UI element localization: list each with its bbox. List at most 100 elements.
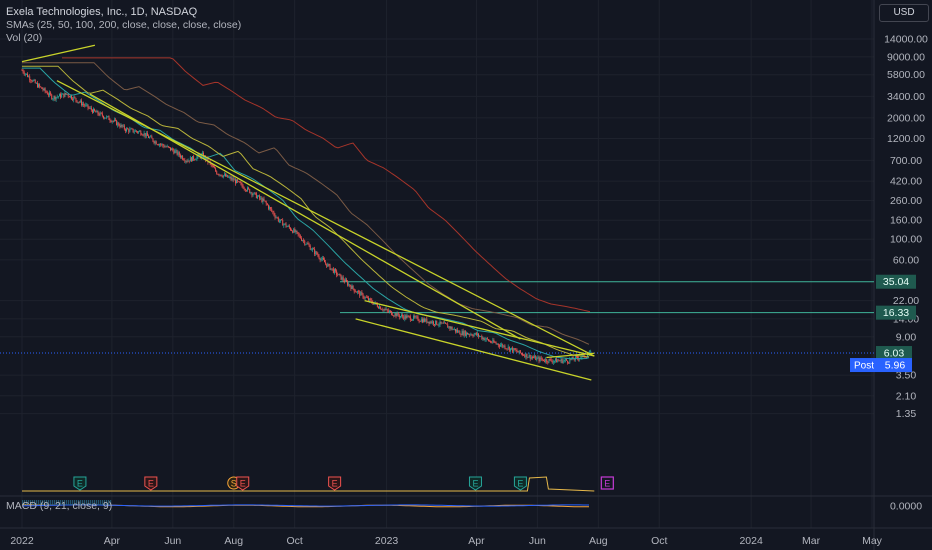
candle-body [392,314,394,316]
candle-body [155,141,157,145]
candle-body [440,321,442,324]
candle-body [185,160,187,162]
sma-legend[interactable]: SMAs (25, 50, 100, 200, close, close, cl… [6,19,242,31]
candle-body [280,219,281,221]
candle-body [50,92,52,95]
macd-histogram-bar [58,500,60,505]
candle-body [341,277,343,280]
time-axis[interactable]: 2022 Apr Jun Aug Oct 2023 Apr Jun Aug Oct 2024 Mar M… [10,535,882,547]
candle-body [299,235,301,239]
candle-body [463,331,465,336]
currency-button[interactable]: USD [879,4,929,22]
candle-body [130,128,132,130]
macd-pane [21,500,589,508]
candle-body [568,362,570,364]
candle-body [38,84,39,88]
candle-body [101,113,103,116]
macd-histogram-bar [50,500,52,505]
candle-body [326,263,328,267]
candle-body [480,336,482,337]
candle-body [396,312,398,317]
candle-body [346,279,347,282]
candle-body [424,318,426,322]
candle-body [246,190,247,192]
candle-body [298,234,300,236]
event-marker-earnings-negative[interactable]: E [328,476,342,491]
candle-body [79,100,81,103]
candle-body [78,101,80,103]
candle-body [385,309,387,310]
candle-body [499,345,500,347]
time-tick-label: Apr [104,535,121,547]
candle-body [60,94,61,98]
candle-body [77,101,79,103]
candle-body [541,359,543,361]
symbol-title[interactable]: Exela Technologies, Inc., 1D, NASDAQ [6,6,198,18]
candle-body [65,92,67,95]
candle-body [33,79,35,81]
candle-body [119,125,121,128]
event-marker-upcoming[interactable]: E [600,476,614,490]
candle-body [89,107,91,109]
macd-histogram-bar [106,500,108,505]
candle-body [428,321,430,324]
candle-body [557,360,559,363]
candle-body [425,318,427,322]
candle-body [504,345,506,349]
candle-body [230,177,232,180]
price-tick-label: 700.00 [890,155,922,167]
event-marker-earnings-negative[interactable]: E [144,476,158,491]
candle-body [503,345,505,347]
volume-legend[interactable]: Vol (20) [6,32,43,44]
candle-body [265,201,267,204]
macd-histogram-bar [44,500,46,505]
event-badge [468,476,482,491]
candle-body [128,129,130,132]
candle-body [71,95,72,99]
candle-body [530,357,532,359]
candle-body [369,298,371,301]
candle-body [116,120,118,126]
candle-body [561,359,563,363]
candle-body [352,285,354,289]
candle-body [380,306,382,310]
candle-body [87,104,89,108]
candle-body [103,115,104,119]
candle-body [248,187,250,190]
candle-body [43,88,45,91]
candle-body [183,159,185,161]
candle-body [436,320,438,325]
price-tick-label: 5800.00 [887,69,925,81]
macd-legend[interactable]: MACD (9, 21, close, 9) [6,500,113,512]
candle-body [389,311,390,312]
candle-body [108,116,110,120]
candle-body [95,111,97,113]
candle-body [120,124,122,128]
candle-body [485,338,487,340]
macd-histogram-bar [36,500,38,505]
candle-body [112,120,114,122]
candle-body [337,274,339,276]
candle-body [500,345,501,347]
candle-body [75,97,77,101]
macd-histogram-bar [98,500,100,505]
event-marker-earnings-positive[interactable]: E [468,476,482,491]
trendlines[interactable] [21,44,595,381]
event-marker-earnings-positive[interactable]: E [73,476,87,491]
price-axis[interactable]: 14000.00 9000.00 5800.00 3400.00 2000.00 1200… [850,34,928,513]
candle-body [214,167,215,169]
candle-body [406,315,408,319]
candle-body [378,306,379,309]
candle-body [42,88,44,91]
candle-body [330,268,332,270]
candle-body [518,350,520,353]
candle-body [145,133,147,137]
event-marker-earnings-negative[interactable]: E [236,476,250,491]
candle-body [83,103,85,105]
candle-body [195,159,197,161]
event-marker-earnings-positive[interactable]: E [513,476,527,491]
candle-body [565,359,566,361]
candle-body [136,130,137,132]
